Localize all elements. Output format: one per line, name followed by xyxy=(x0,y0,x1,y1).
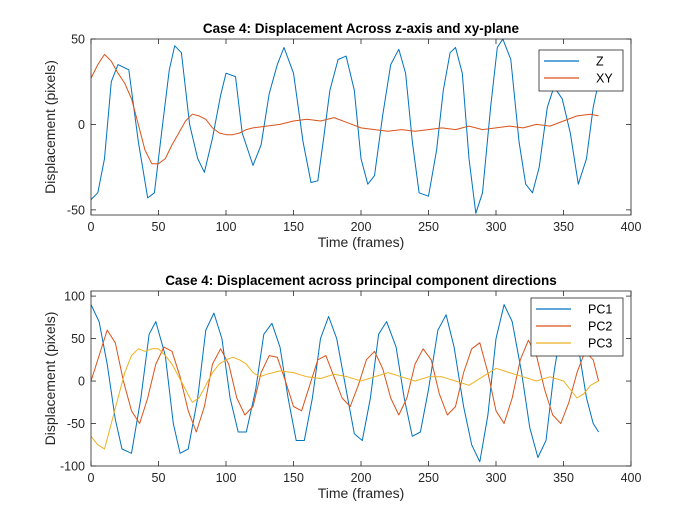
chart-2-xtick-label: 0 xyxy=(88,471,95,485)
chart-1-xtick-label: 250 xyxy=(418,220,439,234)
chart-1-xtick-label: 350 xyxy=(553,220,574,234)
chart-2-ytick-label: 100 xyxy=(64,290,85,304)
chart-1-ylabel: Displacement (pixels) xyxy=(42,60,58,194)
chart-2-series-pc1-line xyxy=(91,304,600,463)
chart-2-legend-label-pc1: PC1 xyxy=(588,303,612,317)
chart-2-xtick-label: 150 xyxy=(283,471,304,485)
chart-2-xtick-label: 250 xyxy=(418,471,439,485)
chart-2-legend xyxy=(530,297,624,357)
chart-2-xtick-label: 100 xyxy=(216,471,237,485)
chart-1-xtick-label: 50 xyxy=(152,220,166,234)
chart-1-xtick-label: 300 xyxy=(486,220,507,234)
chart-2-series-pc2-line xyxy=(91,329,600,433)
chart-1-series-xy-line xyxy=(91,53,599,165)
chart-2-xtick-label: 300 xyxy=(486,471,507,485)
chart-2-legend-label-pc3: PC3 xyxy=(588,337,612,351)
chart-2-series-pc3-line xyxy=(91,348,599,450)
chart-1-series-z-line xyxy=(91,39,600,214)
chart-1-ytick-label: -50 xyxy=(67,203,85,217)
chart-1-xtick-label: 100 xyxy=(216,220,237,234)
chart-1-xtick-label: 400 xyxy=(621,220,642,234)
chart-1-legend xyxy=(538,49,624,92)
chart-2-xtick-label: 50 xyxy=(152,471,166,485)
chart-2-ytick-label: 0 xyxy=(78,375,85,389)
chart-2-xtick-label: 400 xyxy=(621,471,642,485)
chart-2-xtick-label: 200 xyxy=(351,471,372,485)
chart-1-ytick-label: 0 xyxy=(78,118,85,132)
chart-2-ylabel: Displacement (pixels) xyxy=(42,312,58,446)
chart-2-ytick-label: -100 xyxy=(60,460,85,474)
chart-2-legend-label-pc2: PC2 xyxy=(588,320,612,334)
chart-1-xlabel: Time (frames) xyxy=(318,234,405,250)
chart-2-xtick-label: 350 xyxy=(553,471,574,485)
chart-2-ytick-label: -50 xyxy=(67,417,85,431)
chart-1-xtick-label: 200 xyxy=(351,220,372,234)
chart-1-title: Case 4: Displacement Across z-axis and x… xyxy=(203,21,520,36)
chart-2-xlabel: Time (frames) xyxy=(318,485,405,501)
chart-2-title: Case 4: Displacement across principal co… xyxy=(165,273,557,288)
chart-1-ytick-label: 50 xyxy=(71,33,85,47)
chart-1-legend-label-z: Z xyxy=(596,55,604,69)
chart-1-legend-label-xy: XY xyxy=(596,72,613,86)
chart-1-xtick-label: 0 xyxy=(88,220,95,234)
chart-2-ytick-label: 50 xyxy=(71,332,85,346)
chart-1-xtick-label: 150 xyxy=(283,220,304,234)
